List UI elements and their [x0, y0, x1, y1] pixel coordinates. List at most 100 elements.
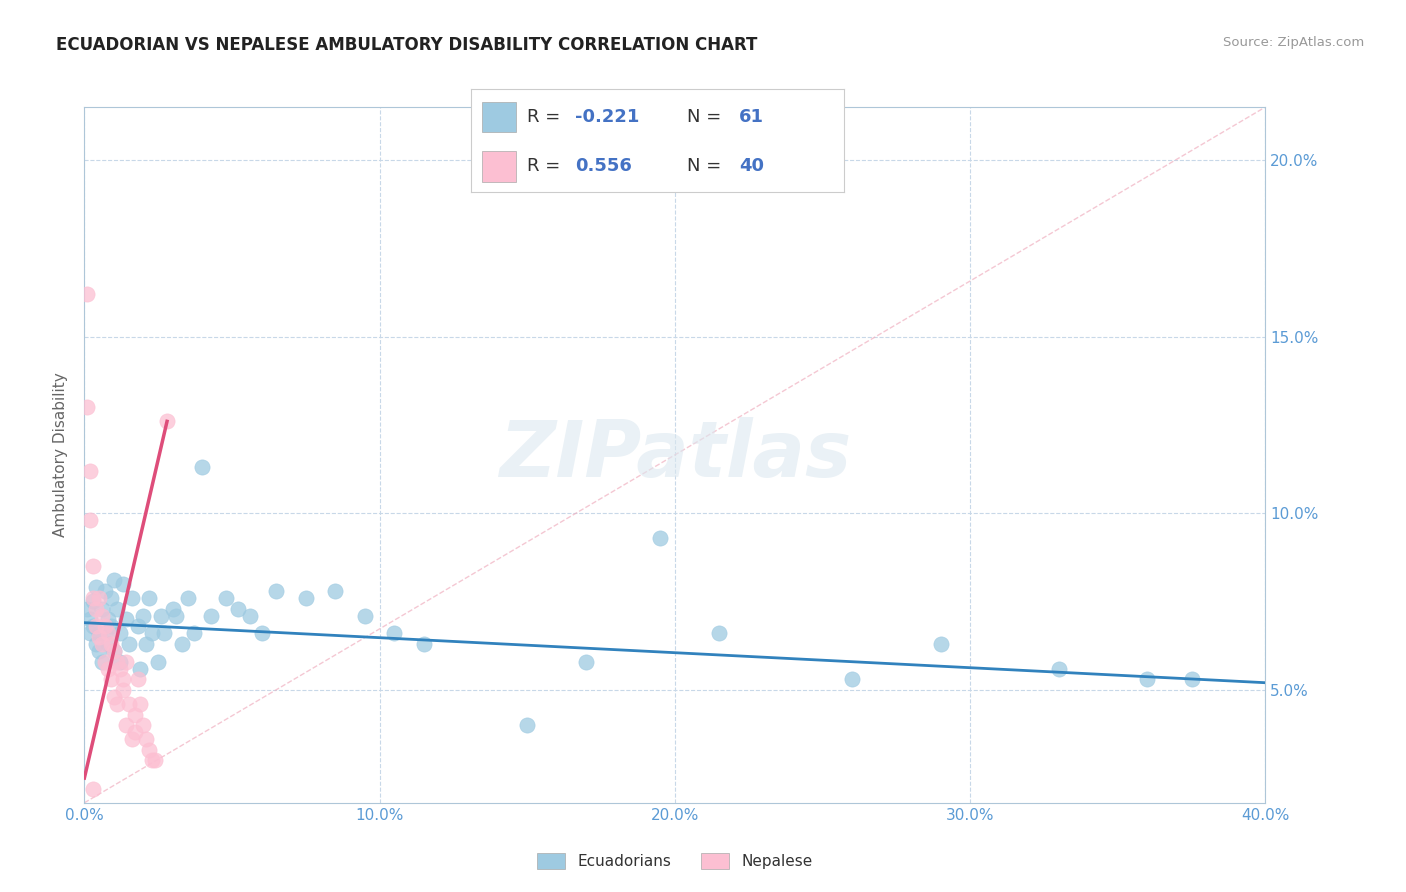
Point [138, 591, 160, 605]
Point [108, 626, 131, 640]
Text: 0.556: 0.556 [575, 157, 633, 175]
Point [79, 626, 101, 640]
Point [94, 619, 117, 633]
Point [94, 655, 117, 669]
Point [82, 781, 104, 796]
Point [76, 601, 98, 615]
Point [91, 655, 114, 669]
Point [141, 626, 163, 640]
Point [354, 608, 377, 623]
Point [103, 644, 125, 658]
Point [89, 630, 111, 644]
Point [114, 655, 136, 669]
Point [138, 743, 160, 757]
Y-axis label: Ambulatory Disability: Ambulatory Disability [53, 373, 69, 537]
Point [100, 637, 122, 651]
Point [141, 753, 163, 767]
Point [94, 583, 117, 598]
Point [111, 682, 134, 697]
Point [323, 583, 347, 598]
Point [82, 594, 104, 608]
Point [516, 718, 538, 732]
Point [153, 626, 176, 640]
Point [118, 697, 141, 711]
Point [143, 753, 166, 767]
Legend: Ecuadorians, Nepalese: Ecuadorians, Nepalese [531, 847, 818, 875]
Point [97, 626, 120, 640]
FancyBboxPatch shape [482, 102, 516, 132]
Point [148, 655, 170, 669]
Point [129, 662, 152, 676]
Point [84, 619, 107, 633]
Point [191, 460, 214, 475]
Point [89, 644, 111, 658]
Text: N =: N = [688, 157, 727, 175]
Point [79, 612, 101, 626]
Point [105, 697, 128, 711]
Point [215, 591, 238, 605]
Point [89, 591, 111, 605]
Point [295, 591, 318, 605]
Point [1047, 662, 1070, 676]
Point [709, 626, 731, 640]
Point [111, 577, 134, 591]
Point [177, 591, 200, 605]
Point [127, 672, 149, 686]
Point [76, 401, 98, 415]
Text: -0.221: -0.221 [575, 108, 640, 126]
Point [165, 608, 187, 623]
Text: 40: 40 [740, 157, 765, 175]
Text: 61: 61 [740, 108, 765, 126]
Point [121, 591, 143, 605]
Point [108, 655, 131, 669]
Point [91, 601, 114, 615]
Point [129, 697, 152, 711]
Point [100, 619, 122, 633]
Point [150, 608, 173, 623]
Point [76, 287, 98, 301]
Point [135, 732, 157, 747]
Text: R =: R = [527, 108, 565, 126]
Point [124, 725, 146, 739]
Point [108, 662, 131, 676]
Point [97, 637, 120, 651]
Point [183, 626, 205, 640]
Point [84, 580, 107, 594]
Text: ECUADORIAN VS NEPALESE AMBULATORY DISABILITY CORRELATION CHART: ECUADORIAN VS NEPALESE AMBULATORY DISABI… [56, 36, 758, 54]
Text: ZIPatlas: ZIPatlas [499, 417, 851, 493]
Point [84, 601, 107, 615]
Point [382, 626, 406, 640]
Point [239, 608, 262, 623]
Point [929, 637, 952, 651]
Point [114, 612, 136, 626]
Point [114, 718, 136, 732]
Point [121, 732, 143, 747]
Point [82, 619, 104, 633]
Point [103, 574, 125, 588]
Point [1136, 672, 1159, 686]
FancyBboxPatch shape [482, 151, 516, 181]
Text: Source: ZipAtlas.com: Source: ZipAtlas.com [1223, 36, 1364, 49]
Point [103, 690, 125, 704]
Point [648, 531, 672, 545]
Point [226, 601, 249, 615]
Point [82, 591, 104, 605]
Text: N =: N = [688, 108, 727, 126]
Point [97, 612, 120, 626]
Point [413, 637, 436, 651]
Point [132, 608, 155, 623]
Point [200, 608, 222, 623]
Point [103, 644, 125, 658]
Point [575, 655, 598, 669]
Point [91, 608, 114, 623]
Point [118, 637, 141, 651]
Point [91, 637, 114, 651]
Point [100, 672, 122, 686]
Point [94, 626, 117, 640]
Point [135, 637, 157, 651]
Text: R =: R = [527, 157, 565, 175]
Point [79, 464, 101, 478]
Point [1181, 672, 1204, 686]
Point [124, 707, 146, 722]
Point [100, 591, 122, 605]
